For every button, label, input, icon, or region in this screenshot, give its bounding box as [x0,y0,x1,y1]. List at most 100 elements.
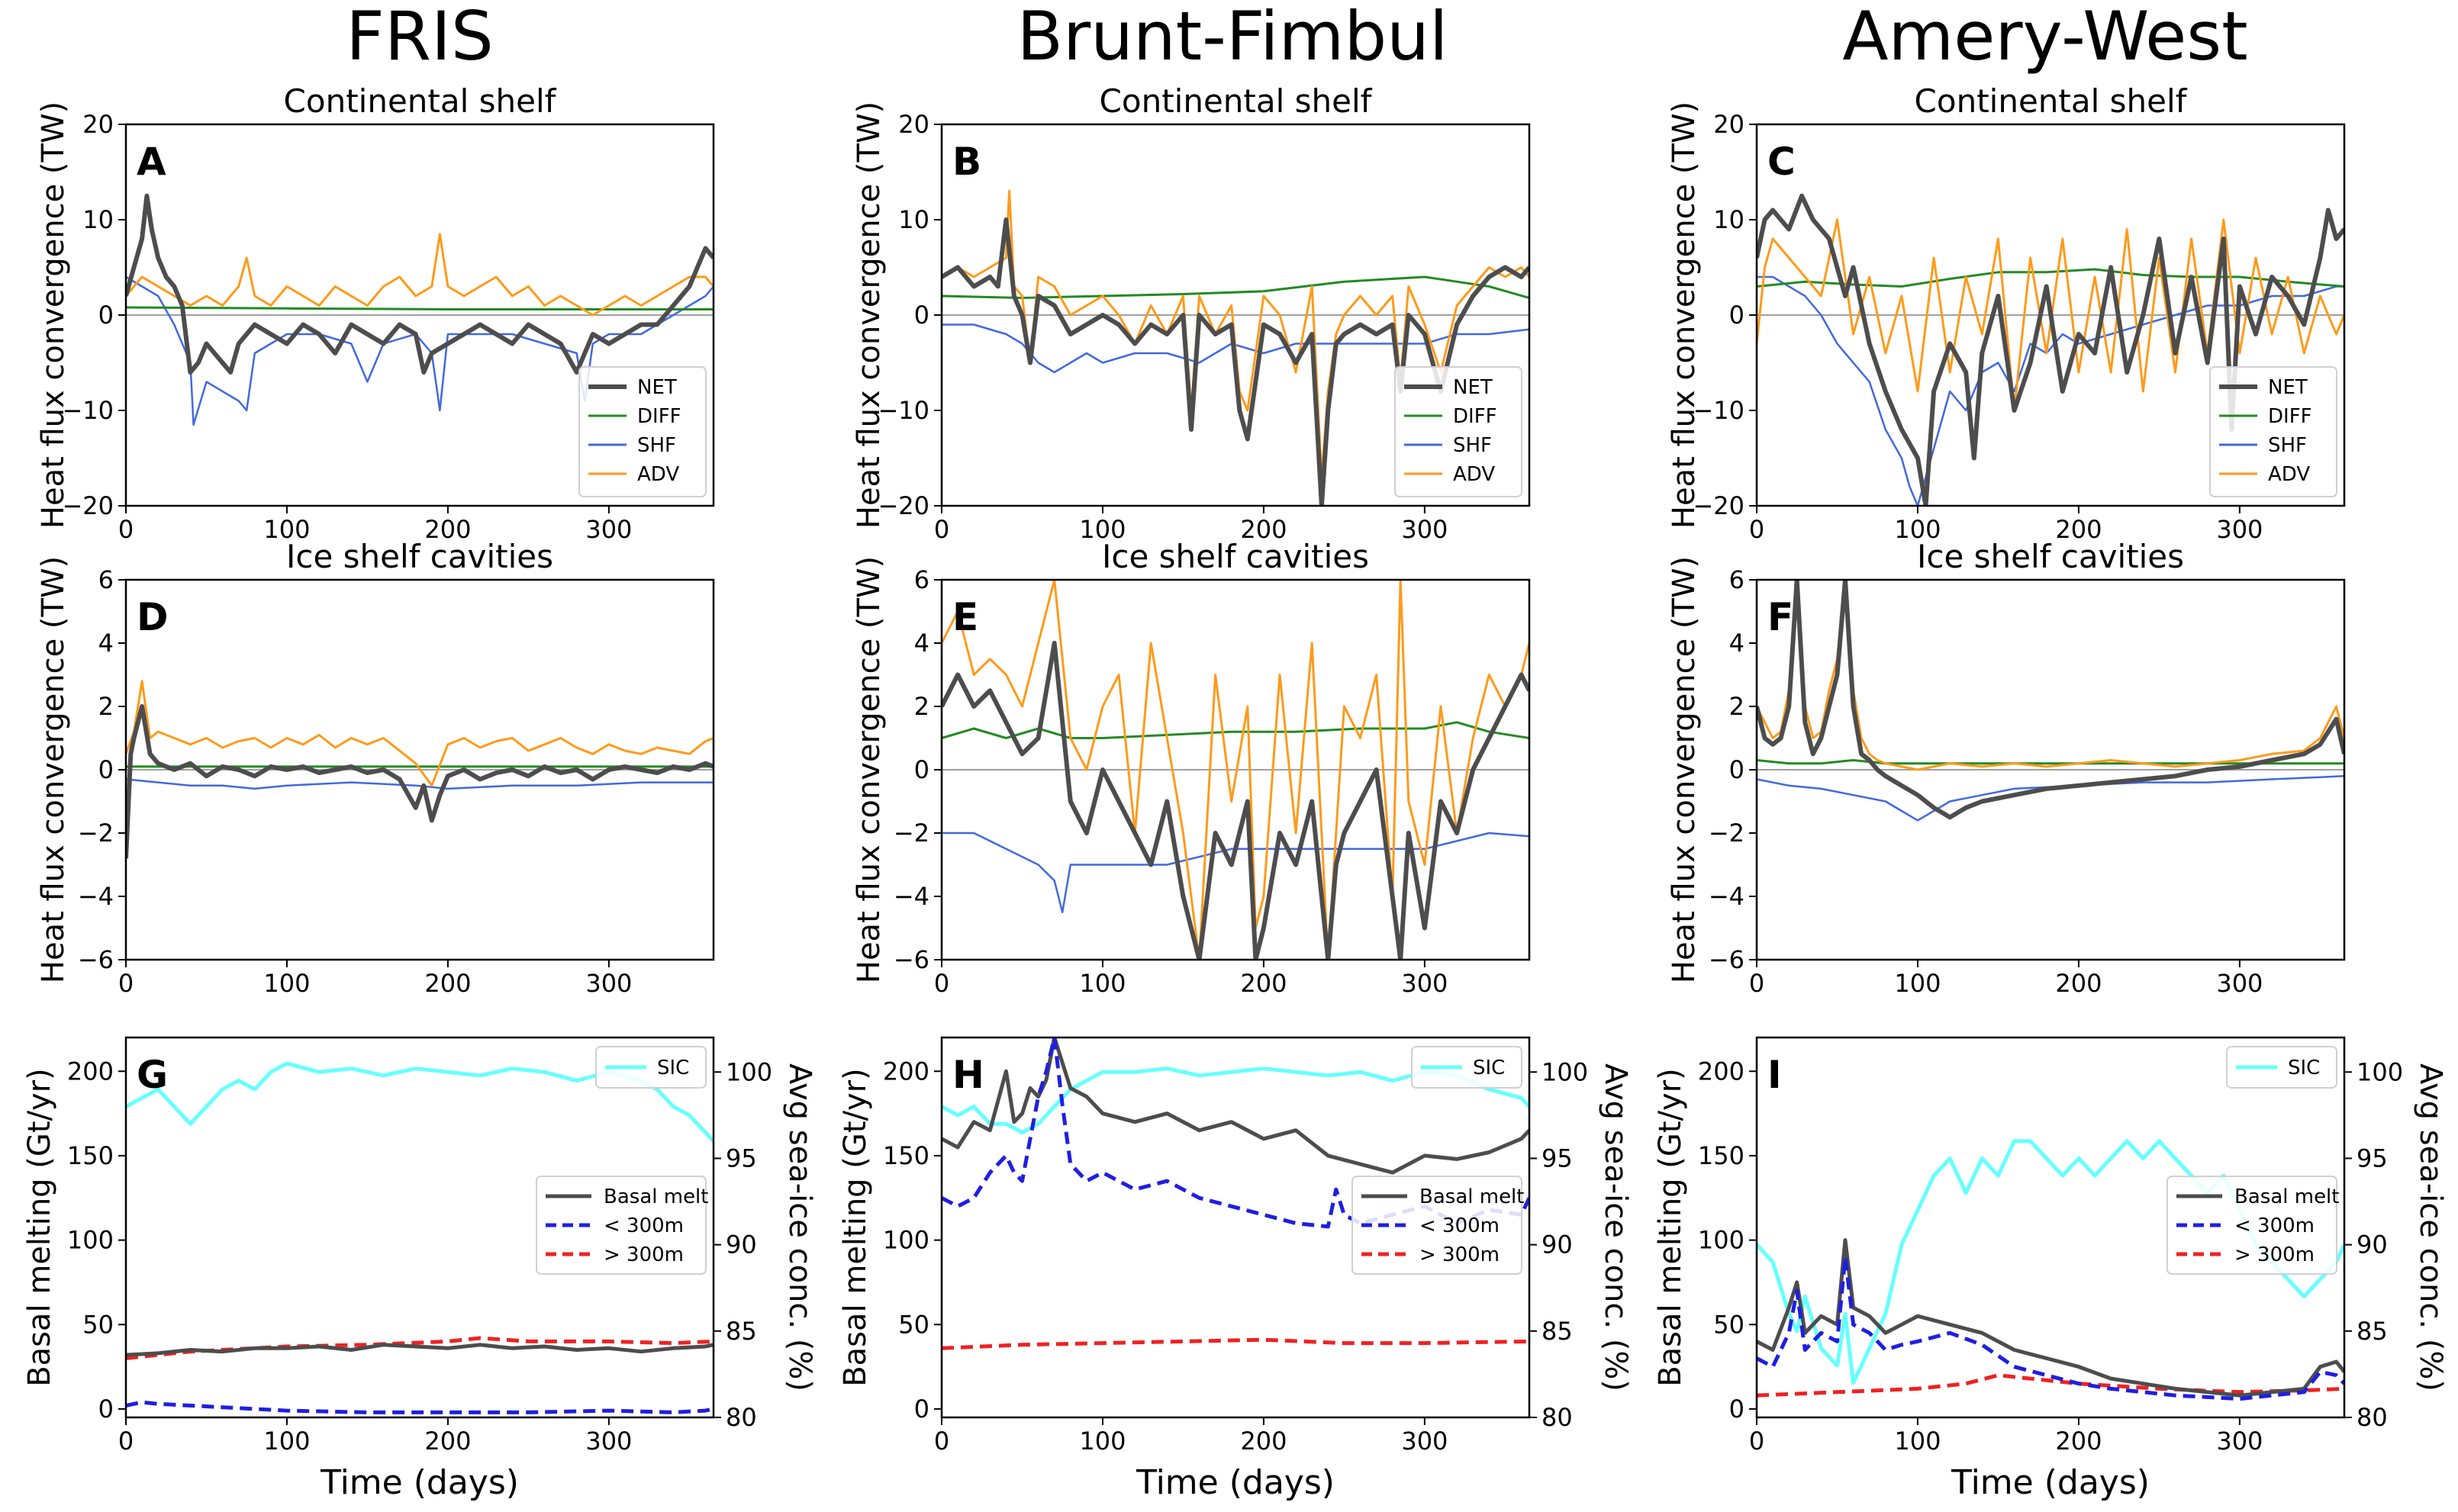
legend-box [2166,1176,2337,1275]
x-tick-label: 0 [934,1427,949,1456]
panel-d: 0 100 200 300 −6 −4 −2 0 2 4 6D Ice shelf cavities H… [36,538,715,998]
legend-flux: NET DIFF SHF ADV [578,366,707,497]
x-tick-label: 100 [1894,969,1941,998]
x-tick-label: 300 [2216,1427,2263,1456]
y-tick-label: 0 [1729,301,1744,330]
series-line-300m [126,1400,714,1414]
x-tick-label: 0 [1749,1427,1764,1456]
x-tick-label: 100 [263,515,310,544]
panel-c: 0 100 200 300 −20 −10 0 10 20 C Continental shelf H… [1667,82,2346,544]
y-tick-label: −2 [894,819,929,848]
legend-flux: NET DIFF SHF ADV [1394,366,1522,497]
y-right-tick-label: 100 [1541,1057,1588,1086]
x-tick-label: 100 [1079,515,1126,544]
y-tick-label: −6 [78,945,114,974]
y-tick-label: 200 [67,1057,114,1086]
x-tick-label: 200 [2055,515,2102,544]
legend-sic: SIC [595,1046,707,1089]
legend-label-300m: < 300m [2234,1214,2315,1237]
plot-area [1757,193,2344,506]
legend-flux: NET DIFF SHF ADV [2209,366,2337,497]
legend-label-net: NET [2268,376,2308,399]
y-tick-label: 200 [1698,1057,1744,1086]
x-tick-label: 100 [1894,1427,1941,1456]
y-tick-label: 200 [883,1057,929,1086]
y-axis-label: Heat flux convergence (TW) [1667,556,1702,983]
legend-label-basal-melt: Basal melt [604,1185,708,1208]
series-line-shf [942,832,1529,914]
y-tick-label: 100 [1698,1226,1744,1255]
y-tick-label: −20 [62,491,114,520]
y-tick-label: 50 [82,1310,114,1339]
panel-label: B [952,140,981,184]
panel-title: Continental shelf [1915,82,2188,120]
y-tick-label: 10 [898,205,929,234]
y-tick-label: −20 [1693,491,1744,520]
series-line-adv [126,233,714,317]
series-line-diff [1757,268,2344,288]
y-tick-label: 4 [98,629,114,658]
y-tick-label: 20 [82,110,114,139]
y-tick-label: 10 [1713,205,1744,234]
x-tick-label: 200 [424,515,471,544]
panel-label: H [952,1053,984,1097]
x-tick-label: 200 [424,1427,471,1456]
y-tick-label: 2 [98,692,114,721]
legend-box [2209,366,2337,497]
y-tick-label: 0 [98,1395,114,1424]
y-tick-label: −4 [894,882,929,911]
series-line-basal-melt [1757,1238,2344,1398]
y-tick-label: 20 [898,110,929,139]
y-tick-label: −10 [1693,396,1744,425]
panel-g: 0 100 200 300 0 50 100 150 200 80 85 90 95 100 G Basal … [22,1036,817,1502]
panel-title: Ice shelf cavities [286,538,553,575]
x-tick-label: 200 [1240,515,1287,544]
legend-label-adv: ADV [637,463,679,486]
y-tick-label: 0 [98,755,114,784]
series-line-net [126,704,714,859]
y-right-tick-label: 90 [726,1231,757,1259]
legend-label-basal-melt: Basal melt [1419,1185,1524,1208]
legend-label-shf: SHF [1453,434,1492,457]
y-tick-label: −10 [878,396,929,425]
y-tick-label: −20 [878,491,929,520]
x-tick-label: 300 [1401,1427,1448,1456]
y-axis-label: Heat flux convergence (TW) [1667,101,1702,529]
panel-i: 0 100 200 300 0 50 100 150 200 80 85 90 95 100 I Basal … [1653,1036,2448,1502]
x-tick-label: 100 [1894,515,1941,544]
legend-melt: Basal melt < 300m > 300m [536,1176,708,1275]
legend-box [578,366,707,497]
x-tick-label: 0 [934,515,949,544]
series-line-net [942,641,1529,960]
legend-sic: SIC [1411,1046,1522,1089]
panel-title: Ice shelf cavities [1917,538,2184,575]
y-tick-label: 10 [82,205,114,234]
series-line-basal-melt [126,1343,714,1357]
y-axis-label: Basal melting (Gt/yr) [838,1068,873,1387]
y-tick-label: 150 [883,1141,929,1170]
legend-box [1411,1046,1522,1089]
plot-area [942,580,1529,960]
legend-box [1394,366,1522,497]
legend-box [2226,1046,2337,1089]
y-axis-label: Heat flux convergence (TW) [36,101,71,529]
y-tick-label: 0 [1729,755,1744,784]
legend-label-sic: SIC [1473,1057,1505,1079]
y-right-axis-label: Avg sea-ice conc. (%) [1598,1063,1633,1391]
y-tick-label: 0 [1729,1395,1744,1424]
y-tick-label: −4 [78,882,114,911]
y-tick-label: −2 [1709,819,1744,848]
y-tick-label: 100 [883,1226,929,1255]
series-line-net [1757,580,2344,820]
legend-melt: Basal melt < 300m > 300m [1351,1176,1524,1275]
legend-label-sic: SIC [657,1057,689,1079]
y-right-tick-label: 85 [1541,1317,1573,1346]
legend-label-300m: > 300m [2234,1243,2315,1266]
x-tick-label: 300 [585,1427,632,1456]
legend-label-net: NET [1453,376,1493,399]
legend-label-diff: DIFF [1453,405,1497,428]
y-tick-label: 0 [914,301,929,330]
y-tick-label: 150 [67,1141,114,1170]
y-right-tick-label: 95 [726,1144,757,1173]
